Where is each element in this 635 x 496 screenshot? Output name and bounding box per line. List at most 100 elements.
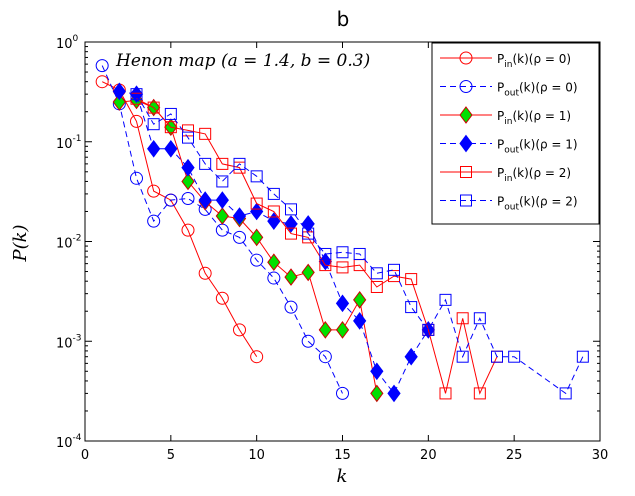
- legend-swatch-marker: [459, 80, 473, 93]
- y-tick-label-0: 100: [56, 34, 79, 52]
- x-axis-label: k: [337, 466, 348, 487]
- legend-item-4: Pout(k)(ρ = 1): [440, 134, 578, 156]
- series-5: [130, 92, 503, 400]
- data-point-s3-1: [112, 93, 126, 111]
- data-point-s4-8: [232, 207, 247, 225]
- data-point-s4-17: [387, 384, 401, 403]
- data-point-s3-5: [181, 172, 195, 191]
- y-tick-label--2: 10-2: [56, 234, 82, 252]
- data-point-s3-12: [301, 263, 315, 282]
- data-point-s6-24: [559, 387, 572, 400]
- data-point-s6-25: [576, 350, 589, 363]
- legend-label-6: Pout(k)(ρ = 2): [497, 195, 578, 213]
- data-point-s2-3: [130, 171, 143, 185]
- data-point-s1-1: [95, 75, 109, 89]
- x-tick-label-0: 0: [81, 448, 89, 463]
- data-point-s2-11: [267, 271, 281, 285]
- data-point-s5-16: [388, 270, 400, 283]
- data-point-s5-10: [285, 227, 297, 240]
- data-point-s5-17: [405, 273, 418, 286]
- y-tick-label--1: 10-1: [56, 134, 82, 152]
- legend-items: Pin(k)(ρ = 0) Pout(k)(ρ = 0) Pin(k)(ρ = 1)…: [440, 51, 578, 213]
- data-point-s3-13: [318, 321, 332, 339]
- data-point-s2-4: [147, 214, 161, 228]
- legend-label-4: Pout(k)(ρ = 1): [497, 138, 578, 156]
- data-point-s4-5: [181, 158, 195, 177]
- data-point-s5-21: [473, 387, 486, 400]
- series-line-2: [101, 65, 343, 394]
- legend-label-2: Pout(k)(ρ = 0): [497, 81, 578, 99]
- data-point-s5-6: [216, 157, 229, 170]
- data-point-s6-23: [508, 350, 521, 363]
- data-point-s4-15: [353, 312, 367, 330]
- annotation-text: Henon map (a = 1.4, b = 0.3): [115, 51, 370, 71]
- legend-item-3: Pin(k)(ρ = 1): [440, 106, 571, 127]
- data-point-s1-8: [215, 291, 229, 305]
- data-point-s6-22: [491, 350, 503, 363]
- data-point-s3-7: [215, 207, 229, 225]
- legend-item-5: Pin(k)(ρ = 2): [440, 166, 571, 184]
- data-point-s6-14: [353, 247, 366, 260]
- data-point-s1-9: [233, 323, 246, 337]
- data-point-s4-14: [335, 294, 350, 313]
- data-point-s2-13: [301, 334, 315, 348]
- data-point-s6-21: [473, 312, 486, 325]
- data-point-s6-4: [182, 131, 194, 144]
- legend-box: [431, 42, 600, 225]
- legend-item-6: Pout(k)(ρ = 2): [440, 194, 578, 213]
- legend-item-2: Pout(k)(ρ = 0): [440, 80, 578, 99]
- data-point-s5-8: [250, 197, 263, 210]
- data-point-s4-6: [198, 191, 212, 209]
- data-point-s4-3: [147, 139, 161, 158]
- data-point-s6-12: [319, 247, 332, 260]
- data-point-s6-5: [199, 157, 212, 170]
- legend-label-1: Pin(k)(ρ = 0): [497, 52, 571, 70]
- series-layer: [95, 59, 589, 403]
- series-line-5: [136, 98, 498, 395]
- data-point-s2-6: [181, 191, 195, 205]
- data-point-s4-18: [404, 347, 418, 366]
- data-point-s6-7: [233, 157, 246, 170]
- data-point-s6-15: [370, 267, 383, 280]
- data-point-s4-16: [370, 362, 384, 381]
- data-point-s1-10: [250, 350, 264, 364]
- data-point-s6-19: [439, 293, 452, 306]
- data-point-s2-5: [164, 193, 178, 207]
- legend-swatch-marker: [460, 166, 472, 178]
- data-point-s3-9: [250, 228, 264, 247]
- y-tick-label--3: 10-3: [56, 333, 82, 351]
- data-point-s6-3: [164, 107, 177, 120]
- data-point-s6-8: [250, 170, 263, 183]
- data-point-s3-14: [335, 321, 350, 339]
- data-point-s2-14: [318, 350, 332, 364]
- data-point-s6-11: [302, 227, 315, 240]
- data-point-s3-15: [353, 291, 367, 309]
- legend-swatch-marker: [459, 51, 473, 65]
- data-point-s2-9: [233, 230, 246, 244]
- chart-title: b: [337, 7, 350, 31]
- y-axis-label: P(k): [10, 224, 31, 262]
- data-point-s2-15: [336, 386, 349, 400]
- legend-swatch-marker: [459, 106, 473, 124]
- data-point-s4-1: [112, 82, 126, 101]
- data-point-s5-2: [147, 101, 160, 114]
- data-point-s6-6: [216, 175, 229, 188]
- data-point-s5-19: [439, 387, 452, 400]
- data-point-s6-20: [456, 350, 469, 363]
- data-point-s5-15: [370, 280, 383, 293]
- data-point-s4-2: [129, 85, 144, 103]
- x-tick-label-10: 10: [248, 448, 265, 463]
- data-point-s1-6: [181, 223, 195, 237]
- data-point-s4-4: [164, 139, 178, 158]
- data-point-s1-3: [130, 114, 143, 128]
- series-line-6: [136, 93, 584, 395]
- data-point-s6-18: [422, 323, 435, 336]
- data-point-s3-16: [370, 384, 384, 403]
- x-tick-label-25: 25: [506, 448, 523, 463]
- legend-label-5: Pin(k)(ρ = 2): [497, 166, 571, 184]
- data-point-s5-5: [199, 127, 212, 140]
- legend-label-3: Pin(k)(ρ = 1): [497, 109, 571, 127]
- data-point-s1-4: [147, 184, 161, 198]
- x-tick-label-20: 20: [420, 448, 437, 463]
